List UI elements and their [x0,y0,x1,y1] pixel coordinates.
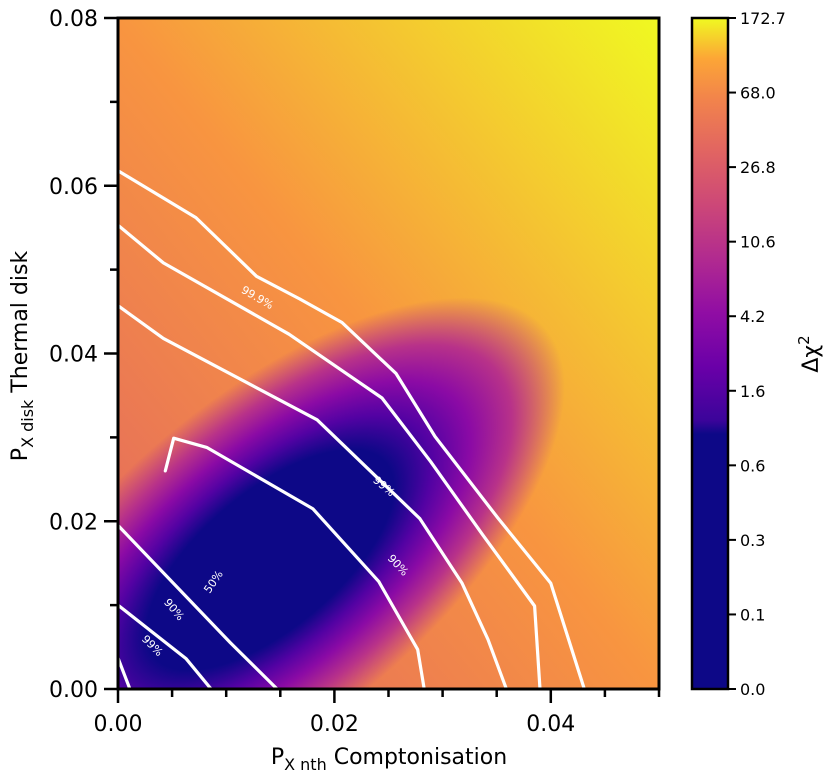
y-axis-label: PX disk Thermal disk [8,251,37,462]
colorbar-tick-label: 10.6 [740,233,776,252]
colorbar-gradient [692,18,728,689]
colorbar-tick-label: 0.6 [740,456,765,475]
plot-area: 50%90%99%90%99%99.9% [118,18,659,689]
colorbar-tick-label: 68.0 [740,84,776,103]
colorbar-frame [690,16,730,691]
contour-lines [118,169,586,689]
axes: 0.00 0.02 0.04 0.00 0.02 0.04 0.06 0.08 PX nth C… [8,7,661,774]
x-tick-label: 0.02 [310,712,359,737]
colorbar-tick-label: 172.7 [740,9,786,28]
contour-line [118,603,213,689]
y-tick-label: 0.02 [49,510,98,535]
contour-line [118,523,279,689]
heatmap-minimum-region [118,18,659,689]
y-tick-label: 0.00 [49,678,98,703]
y-tick-label: 0.08 [49,7,98,32]
colorbar-tick-label: 0.0 [740,680,765,699]
y-tick-label: 0.04 [49,343,98,368]
colorbar-tick-label: 1.6 [740,382,765,401]
contour-line [118,223,542,689]
colorbar-tick-label: 26.8 [740,158,776,177]
colorbar-label: Δχ2 [795,335,824,372]
contour-line [163,436,426,689]
colorbar-tick-label: 4.2 [740,307,765,326]
x-axis-label: PX nth Comptonisation [271,745,507,774]
colorbar-tick-label: 0.3 [740,531,765,550]
contour-line [118,304,508,689]
colorbar: 0.0 0.1 0.3 0.6 1.6 4.2 10.6 26.8 68.0 172.7 Δχ2 [690,9,824,699]
x-tick-label: 0.00 [94,712,143,737]
contour-line [118,169,586,689]
y-tick-label: 0.06 [49,175,98,200]
colorbar-tick-label: 0.1 [740,605,765,624]
x-tick-label: 0.04 [526,712,575,737]
contour-line [118,656,132,689]
